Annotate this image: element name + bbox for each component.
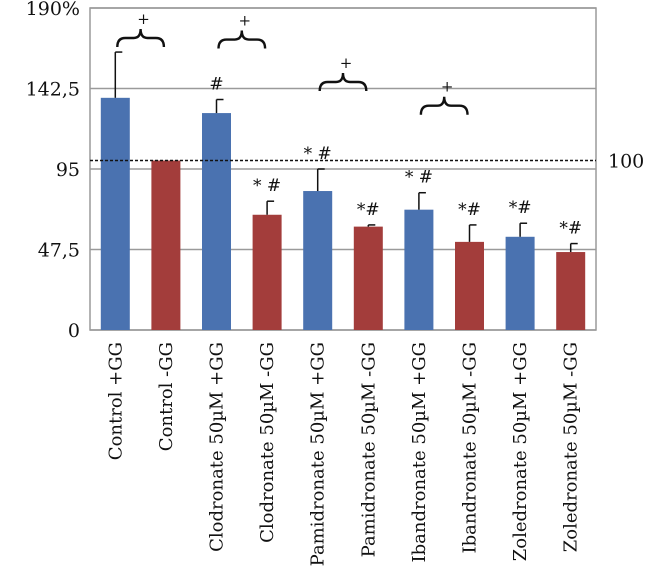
significance-label: # [209, 75, 223, 95]
significance-label: *# [458, 200, 481, 220]
significance-label: * # [405, 168, 433, 188]
bar [505, 236, 535, 330]
y-tick-label: 190% [26, 0, 80, 20]
bracket-label: + [340, 54, 353, 72]
y-tick-label: 0 [68, 320, 80, 342]
category-label: Ibandronate 50µM -GG [460, 342, 481, 553]
category-label: Zoledronate 50µM -GG [561, 342, 582, 552]
y-tick-label: 95 [56, 159, 80, 181]
bar [252, 214, 282, 330]
bar [151, 160, 181, 330]
bar [202, 113, 231, 330]
bar [455, 241, 484, 330]
bar [404, 209, 434, 330]
significance-label: *# [509, 198, 532, 218]
reference-line-label: 100 [608, 151, 644, 173]
comparison-bracket [318, 72, 368, 92]
bracket-label: + [137, 10, 150, 28]
bracket-label: + [441, 78, 454, 96]
labels: 0 47,5 95 142,5 190% Control +GG Control -GG # C… [26, 0, 645, 566]
bars [100, 51, 586, 331]
category-label: Ibandronate 50µM +GG [409, 342, 430, 562]
bar [100, 97, 130, 331]
category-label: Control -GG [156, 342, 177, 451]
y-tick-label: 142,5 [26, 79, 80, 101]
category-label: Pamidronate 50µM -GG [358, 342, 379, 557]
bar [353, 226, 383, 330]
bracket-label: + [239, 12, 252, 30]
category-label: Clodronate 50µM -GG [257, 342, 278, 543]
category-label: Clodronate 50µM +GG [207, 342, 228, 552]
significance-label: *# [559, 219, 582, 239]
comparison-bracket [116, 28, 166, 48]
category-label: Zoledronate 50µM +GG [510, 342, 531, 561]
category-label: Control +GG [105, 342, 126, 460]
bar [303, 191, 333, 330]
significance-label: *# [357, 200, 380, 220]
y-tick-label: 47,5 [38, 240, 80, 262]
comparison-bracket [419, 96, 469, 115]
significance-label: * # [253, 176, 281, 196]
category-label: Pamidronate 50µM +GG [308, 342, 329, 566]
significance-label: * # [304, 144, 332, 164]
bar [556, 252, 586, 330]
comparison-bracket [217, 30, 267, 49]
